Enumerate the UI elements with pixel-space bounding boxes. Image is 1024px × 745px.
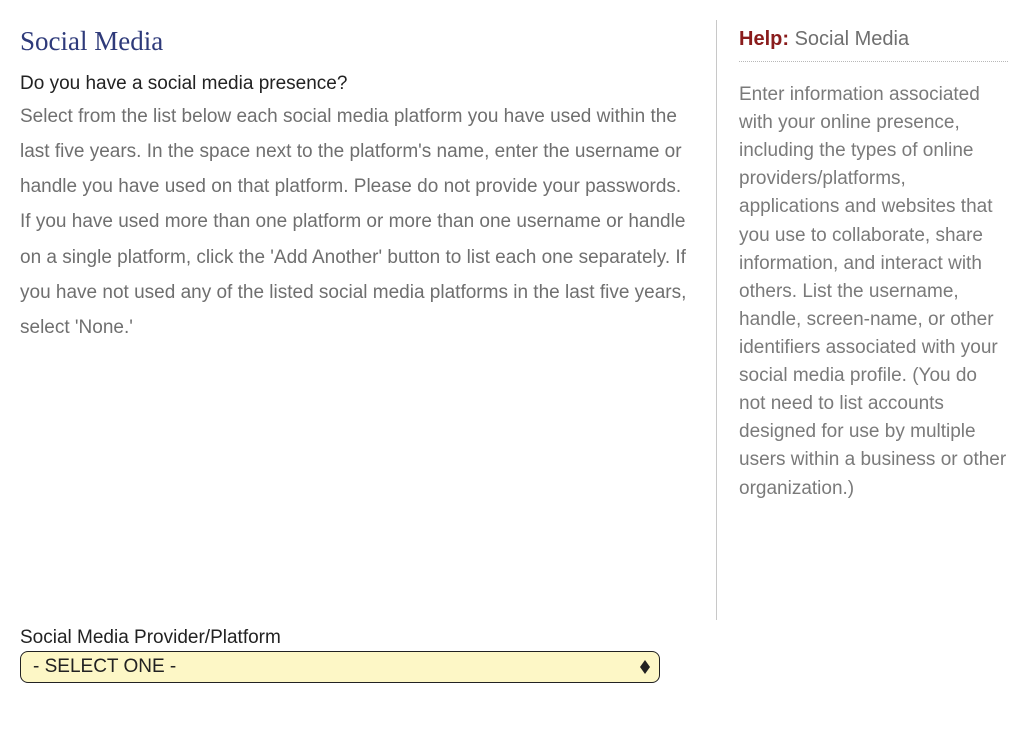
help-column: Help: Social Media Enter information ass… <box>717 20 1008 725</box>
help-label: Help: <box>739 28 789 50</box>
question-text: Do you have a social media presence? <box>20 73 692 95</box>
help-divider <box>739 61 1008 62</box>
help-body-text: Enter information associated with your o… <box>739 81 1008 503</box>
provider-select-value: - SELECT ONE - <box>33 656 176 677</box>
provider-select[interactable]: - SELECT ONE - <box>20 651 660 683</box>
provider-label: Social Media Provider/Platform <box>20 627 692 649</box>
help-heading: Help: Social Media <box>739 28 1008 51</box>
provider-select-wrap: - SELECT ONE - <box>20 651 660 683</box>
instruction-text: Select from the list below each social m… <box>20 99 692 345</box>
help-subject: Social Media <box>795 28 910 50</box>
page-root: Social Media Do you have a social media … <box>0 0 1024 745</box>
main-column: Social Media Do you have a social media … <box>20 20 716 725</box>
section-title: Social Media <box>20 26 692 57</box>
